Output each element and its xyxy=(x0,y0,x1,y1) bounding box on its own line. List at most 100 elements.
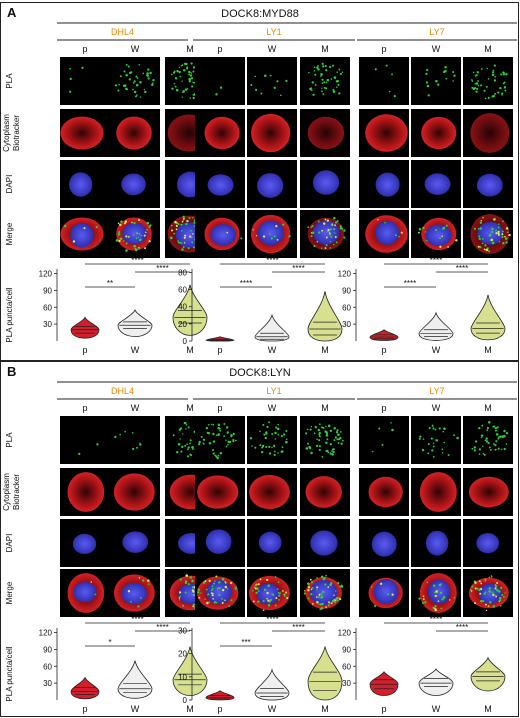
pla-punctum xyxy=(504,235,506,238)
pla-punctum xyxy=(336,220,339,223)
micrograph-pla xyxy=(195,416,245,464)
pla-punctum xyxy=(422,598,425,600)
pla-punctum xyxy=(317,596,321,599)
pla-punctum xyxy=(266,578,269,582)
pla-punctum xyxy=(488,446,491,449)
x-tick-label-w: W xyxy=(432,704,441,714)
x-tick-label-p: p xyxy=(217,345,222,355)
pla-punctum xyxy=(432,606,435,609)
pla-punctum xyxy=(331,453,334,456)
pla-punctum xyxy=(182,246,185,249)
micrograph-pla xyxy=(110,416,160,464)
pla-punctum xyxy=(491,73,495,77)
cytoplasm-stain xyxy=(67,472,105,512)
pla-punctum xyxy=(216,588,219,590)
pla-punctum xyxy=(391,428,394,432)
pla-punctum xyxy=(310,451,313,455)
pla-punctum xyxy=(310,426,313,428)
nucleus-stain xyxy=(73,581,97,603)
pla-punctum xyxy=(133,90,137,94)
pla-punctum xyxy=(192,603,196,606)
pla-punctum xyxy=(486,67,489,70)
pla-punctum xyxy=(215,93,218,96)
condition-label-p: p xyxy=(381,44,386,54)
panel-b-frame xyxy=(0,361,519,717)
pla-punctum xyxy=(502,242,505,245)
x-tick-label-w: W xyxy=(432,345,441,355)
pla-punctum xyxy=(449,599,451,601)
pla-punctum xyxy=(317,231,321,234)
panel-letter: A xyxy=(7,5,17,20)
pla-punctum xyxy=(315,444,319,448)
pla-punctum xyxy=(435,79,438,83)
pla-punctum xyxy=(330,602,333,605)
pla-punctum xyxy=(479,221,482,224)
pla-punctum xyxy=(133,244,136,248)
pla-punctum xyxy=(183,236,186,239)
pla-punctum xyxy=(212,592,215,595)
pla-punctum xyxy=(308,446,312,450)
cytoplasm-stain xyxy=(419,472,457,512)
pla-punctum xyxy=(336,71,338,73)
x-tick-label-m: M xyxy=(321,345,329,355)
y-tick-label: 0 xyxy=(183,337,188,346)
pla-punctum xyxy=(471,79,473,81)
pla-punctum xyxy=(178,70,181,74)
pla-punctum xyxy=(171,229,173,232)
pla-punctum xyxy=(182,433,184,435)
pla-punctum xyxy=(145,231,147,234)
pla-punctum xyxy=(235,586,237,588)
pla-punctum xyxy=(188,80,192,83)
y-tick-label: 10 xyxy=(178,673,187,682)
pla-punctum xyxy=(266,425,269,429)
pla-punctum xyxy=(322,426,325,429)
pla-punctum xyxy=(481,242,484,245)
pla-punctum xyxy=(333,228,336,231)
pla-punctum xyxy=(187,583,190,586)
pla-punctum xyxy=(455,239,458,242)
y-tick-label: 120 xyxy=(39,629,53,638)
pla-punctum xyxy=(505,73,508,76)
pla-punctum xyxy=(377,219,379,221)
pla-punctum xyxy=(333,243,335,246)
pla-punctum xyxy=(215,601,218,604)
x-tick-label-m: M xyxy=(484,345,492,355)
pla-punctum xyxy=(434,428,437,431)
pla-punctum xyxy=(326,78,330,82)
pla-punctum xyxy=(132,234,135,236)
panel-a: A DOCK8:MYD88 DHL4 p W M LY1 p W M LY7 p W M PLA Cytopl… xyxy=(2,5,517,355)
pla-punctum xyxy=(381,443,384,446)
pla-punctum xyxy=(142,72,145,75)
pla-punctum xyxy=(321,229,324,232)
pla-punctum xyxy=(304,590,306,592)
pla-punctum xyxy=(81,66,84,69)
pla-punctum xyxy=(269,598,273,602)
pla-punctum xyxy=(281,450,284,453)
pla-punctum xyxy=(181,80,183,82)
pla-punctum xyxy=(191,217,194,219)
pla-punctum xyxy=(179,241,182,244)
pla-punctum xyxy=(133,222,136,225)
pla-punctum xyxy=(271,446,273,449)
pla-punctum xyxy=(264,436,267,440)
significance-label: **** xyxy=(430,256,442,265)
pla-punctum xyxy=(316,586,319,589)
pla-punctum xyxy=(310,581,314,584)
pla-punctum xyxy=(206,601,209,605)
pla-punctum xyxy=(179,591,182,594)
pla-punctum xyxy=(324,218,327,221)
pla-punctum xyxy=(435,229,438,231)
pla-punctum xyxy=(146,72,149,75)
pla-punctum xyxy=(337,83,340,86)
pla-punctum xyxy=(136,77,139,79)
pla-punctum xyxy=(327,451,330,454)
pla-punctum xyxy=(189,439,192,442)
nucleus-stain xyxy=(122,222,147,245)
pla-punctum xyxy=(212,432,215,436)
pla-punctum xyxy=(503,430,506,433)
pla-punctum xyxy=(191,241,194,244)
pla-punctum xyxy=(275,597,278,600)
pla-punctum xyxy=(285,79,288,82)
pla-punctum xyxy=(499,605,502,607)
pla-punctum xyxy=(329,247,332,249)
